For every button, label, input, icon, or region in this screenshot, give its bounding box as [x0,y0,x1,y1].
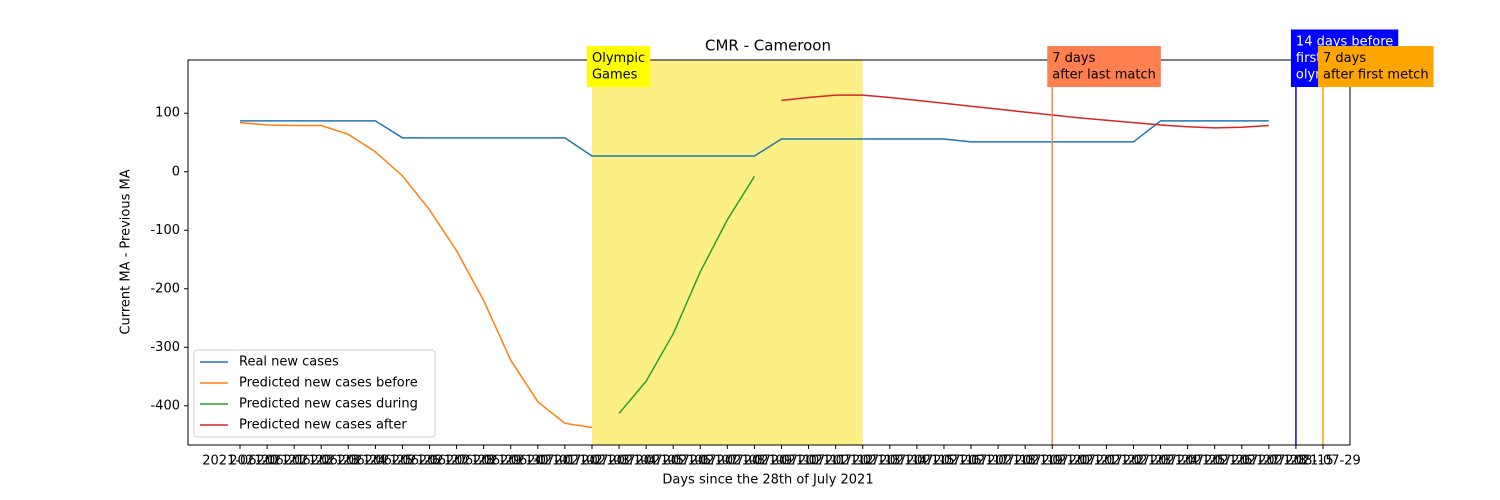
legend-label: Real new cases [239,355,339,370]
x-tick-label: 2021-06-22 [256,454,332,469]
y-axis-label: Current MA - Previous MA [119,169,134,334]
x-tick-label: 2021-07-17 [933,454,1009,469]
x-tick-label: 2021-07-28 [1231,454,1307,469]
x-tick-label: 2021-07-05 [608,454,684,469]
x-tick-label: 2021-06-24 [311,454,387,469]
series-line [239,121,593,429]
annotation-text: Olympic [592,51,645,66]
x-tick-label: 2021-07-04 [581,454,657,469]
x-tick-label: 2021-06-29 [446,454,522,469]
x-tick-label: 2021-07-19 [987,454,1063,469]
x-tick-label: 2021-06-21 [229,454,305,469]
annotation-box [586,46,651,87]
x-tick-label: 2021-06-30 [473,454,549,469]
x-tick-label: 2021-07-03 [554,454,630,469]
y-tick-label: -300 [150,340,180,355]
x-tick-label: 2021-06-20 [202,454,278,469]
annotation-text: after first metch [1323,67,1429,82]
series-line [618,176,756,414]
annotation-box [1318,46,1434,87]
legend-box [193,349,436,438]
chart-title: CMR - Cameroon [705,37,831,55]
x-tick-label: 2021-07-07 [662,454,738,469]
y-tick-label: -400 [150,398,180,413]
legend-label: Predicted new cases after [239,418,407,433]
x-tick-label: 2021-07-27 [1204,454,1280,469]
x-tick-label: 2021-07-12 [798,454,874,469]
x-tick-label: 2021-06-25 [338,454,414,469]
annotation-text: 14 days before [1296,34,1393,49]
x-tick-label: 2021-07-29 [1285,454,1361,469]
series-line [781,94,1269,129]
x-tick-label: 2021-07-26 [1177,454,1253,469]
y-tick-label: 0 [172,164,180,179]
x-tick-label: 2021-06-27 [392,454,468,469]
x-tick-label: 2021-07-16 [906,454,982,469]
x-tick-label: 2021-07-10 [744,454,820,469]
x-tick-label: 2021-07-25 [1150,454,1226,469]
x-tick-label: 2021-07-08 [690,454,766,469]
x-tick-label: 2021-07-11 [771,454,847,469]
x-tick-label: 2021-07-14 [852,454,928,469]
plot-frame [187,59,1351,446]
y-tick-label: -200 [150,281,180,296]
x-tick-label: 2021-07-24 [1123,454,1199,469]
annotation-text: after last match [1052,67,1156,82]
x-tick-label: 2021-07-18 [960,454,1036,469]
legend-label: Predicted new cases during [239,397,418,412]
x-tick-label: 2021-07-06 [635,454,711,469]
x-tick-label: 2021-07-13 [825,454,901,469]
annotation-text: Games [592,67,638,82]
x-tick-label: 2021-07-20 [1014,454,1090,469]
x-tick-label: 2021-07-09 [717,454,793,469]
x-tick-label: 2021-07-02 [527,454,603,469]
x-tick-label: 2021-06-23 [283,454,359,469]
legend-label: Predicted new cases before [239,376,418,391]
y-tick-label: -100 [150,223,180,238]
series-line [240,120,1269,157]
x-tick-label: 2021-07-01 [500,454,576,469]
legend: Real new cases Predicted new cases before… [193,349,436,438]
x-tick-label: 2021-08-15 [1258,454,1334,469]
y-tick-label: 100 [155,106,180,121]
annotation-text: 7 days [1052,51,1095,66]
annotation-text: 7 days [1323,51,1366,66]
x-tick-label: 2021-07-15 [879,454,955,469]
x-axis-label: Days since the 28th of July 2021 [662,473,873,488]
x-tick-label: 2021-07-23 [1096,454,1172,469]
x-tick-label: 2021-07-22 [1069,454,1145,469]
x-tick-label: 2021-06-28 [419,454,495,469]
olympic-span [591,60,863,445]
annotation-box [1047,46,1161,87]
x-tick-label: 2021-06-26 [365,454,441,469]
x-tick-label: 2021-07-21 [1042,454,1118,469]
